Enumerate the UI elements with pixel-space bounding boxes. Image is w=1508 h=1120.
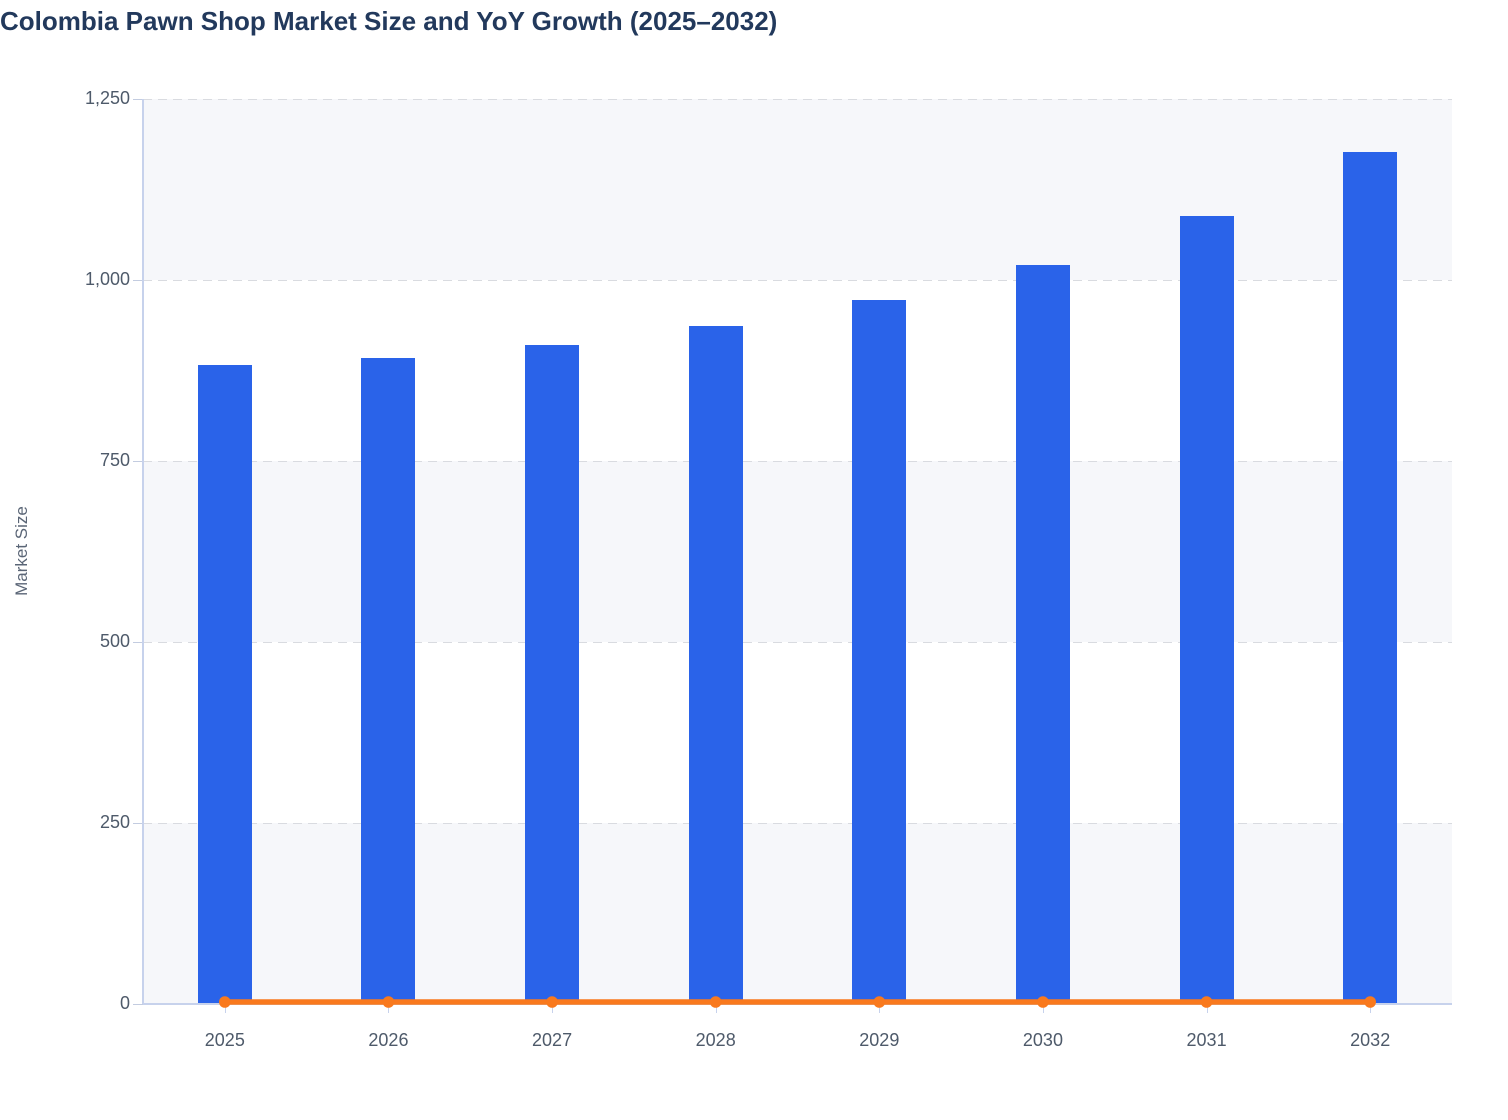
yoy-growth-line-layer	[219, 996, 1376, 1008]
bar-2030[interactable]	[1015, 264, 1070, 1004]
bar-2028[interactable]	[688, 326, 743, 1004]
y-tick-mark	[133, 99, 143, 100]
y-axis-label-500: 500	[99, 631, 130, 651]
x-axis-label-2029: 2029	[859, 1030, 900, 1050]
yoy-marker-2030[interactable]	[1037, 996, 1049, 1008]
bar-2031[interactable]	[1179, 216, 1234, 1004]
x-axis-label-2032: 2032	[1350, 1030, 1391, 1050]
y-axis-label-1000: 1,000	[84, 269, 130, 289]
yoy-marker-2028[interactable]	[709, 996, 722, 1008]
x-axis-label-2028: 2028	[695, 1030, 736, 1050]
bar-2025[interactable]	[197, 365, 252, 1004]
y-tick-mark	[133, 280, 143, 281]
gridline-750	[143, 461, 1452, 462]
yoy-marker-2025[interactable]	[219, 996, 231, 1008]
x-tick-mark	[388, 1004, 390, 1013]
x-axis-label-2025: 2025	[204, 1030, 245, 1050]
y-axis-line	[142, 99, 144, 1004]
x-tick-mark	[715, 1004, 717, 1013]
x-tick-mark	[1206, 1004, 1208, 1013]
x-axis-label-2030: 2030	[1022, 1030, 1063, 1050]
x-tick-mark	[1042, 1004, 1044, 1013]
y-axis-label-250: 250	[99, 812, 130, 832]
yoy-marker-2029[interactable]	[873, 996, 886, 1008]
yoy-marker-2031[interactable]	[1200, 996, 1213, 1008]
plot-band	[143, 823, 1452, 1004]
x-axis-label-2026: 2026	[368, 1030, 409, 1050]
gridline-500	[143, 642, 1452, 643]
x-tick-mark	[552, 1004, 554, 1013]
yoy-marker-2026[interactable]	[382, 996, 395, 1008]
gridline-250	[143, 823, 1452, 824]
plot-band	[143, 461, 1452, 642]
plot-band	[143, 99, 1452, 280]
x-axis-label-2031: 2031	[1186, 1030, 1227, 1050]
y-tick-mark	[133, 1004, 143, 1005]
bar-2027[interactable]	[525, 345, 580, 1004]
x-tick-mark	[879, 1004, 881, 1013]
bar-2032[interactable]	[1343, 151, 1398, 1004]
chart-title: Colombia Pawn Shop Market Size and YoY G…	[0, 6, 778, 36]
y-axis-label-1250: 1,250	[84, 88, 130, 108]
y-axis-title: Market Size	[12, 506, 31, 596]
bar-2029[interactable]	[852, 300, 907, 1004]
yoy-marker-2032[interactable]	[1364, 996, 1376, 1008]
y-tick-mark	[133, 823, 143, 824]
bar-2026[interactable]	[361, 358, 416, 1004]
x-tick-mark	[1370, 1004, 1372, 1013]
x-tick-mark	[224, 1004, 226, 1013]
yoy-marker-2027[interactable]	[546, 996, 558, 1008]
gridline-1000	[143, 280, 1452, 281]
x-axis-label-2027: 2027	[532, 1030, 573, 1050]
gridline-1250	[143, 99, 1452, 100]
y-tick-mark	[133, 642, 143, 643]
y-axis-label-750: 750	[99, 450, 130, 470]
y-axis-label-0: 0	[119, 993, 130, 1013]
y-tick-mark	[133, 461, 143, 462]
